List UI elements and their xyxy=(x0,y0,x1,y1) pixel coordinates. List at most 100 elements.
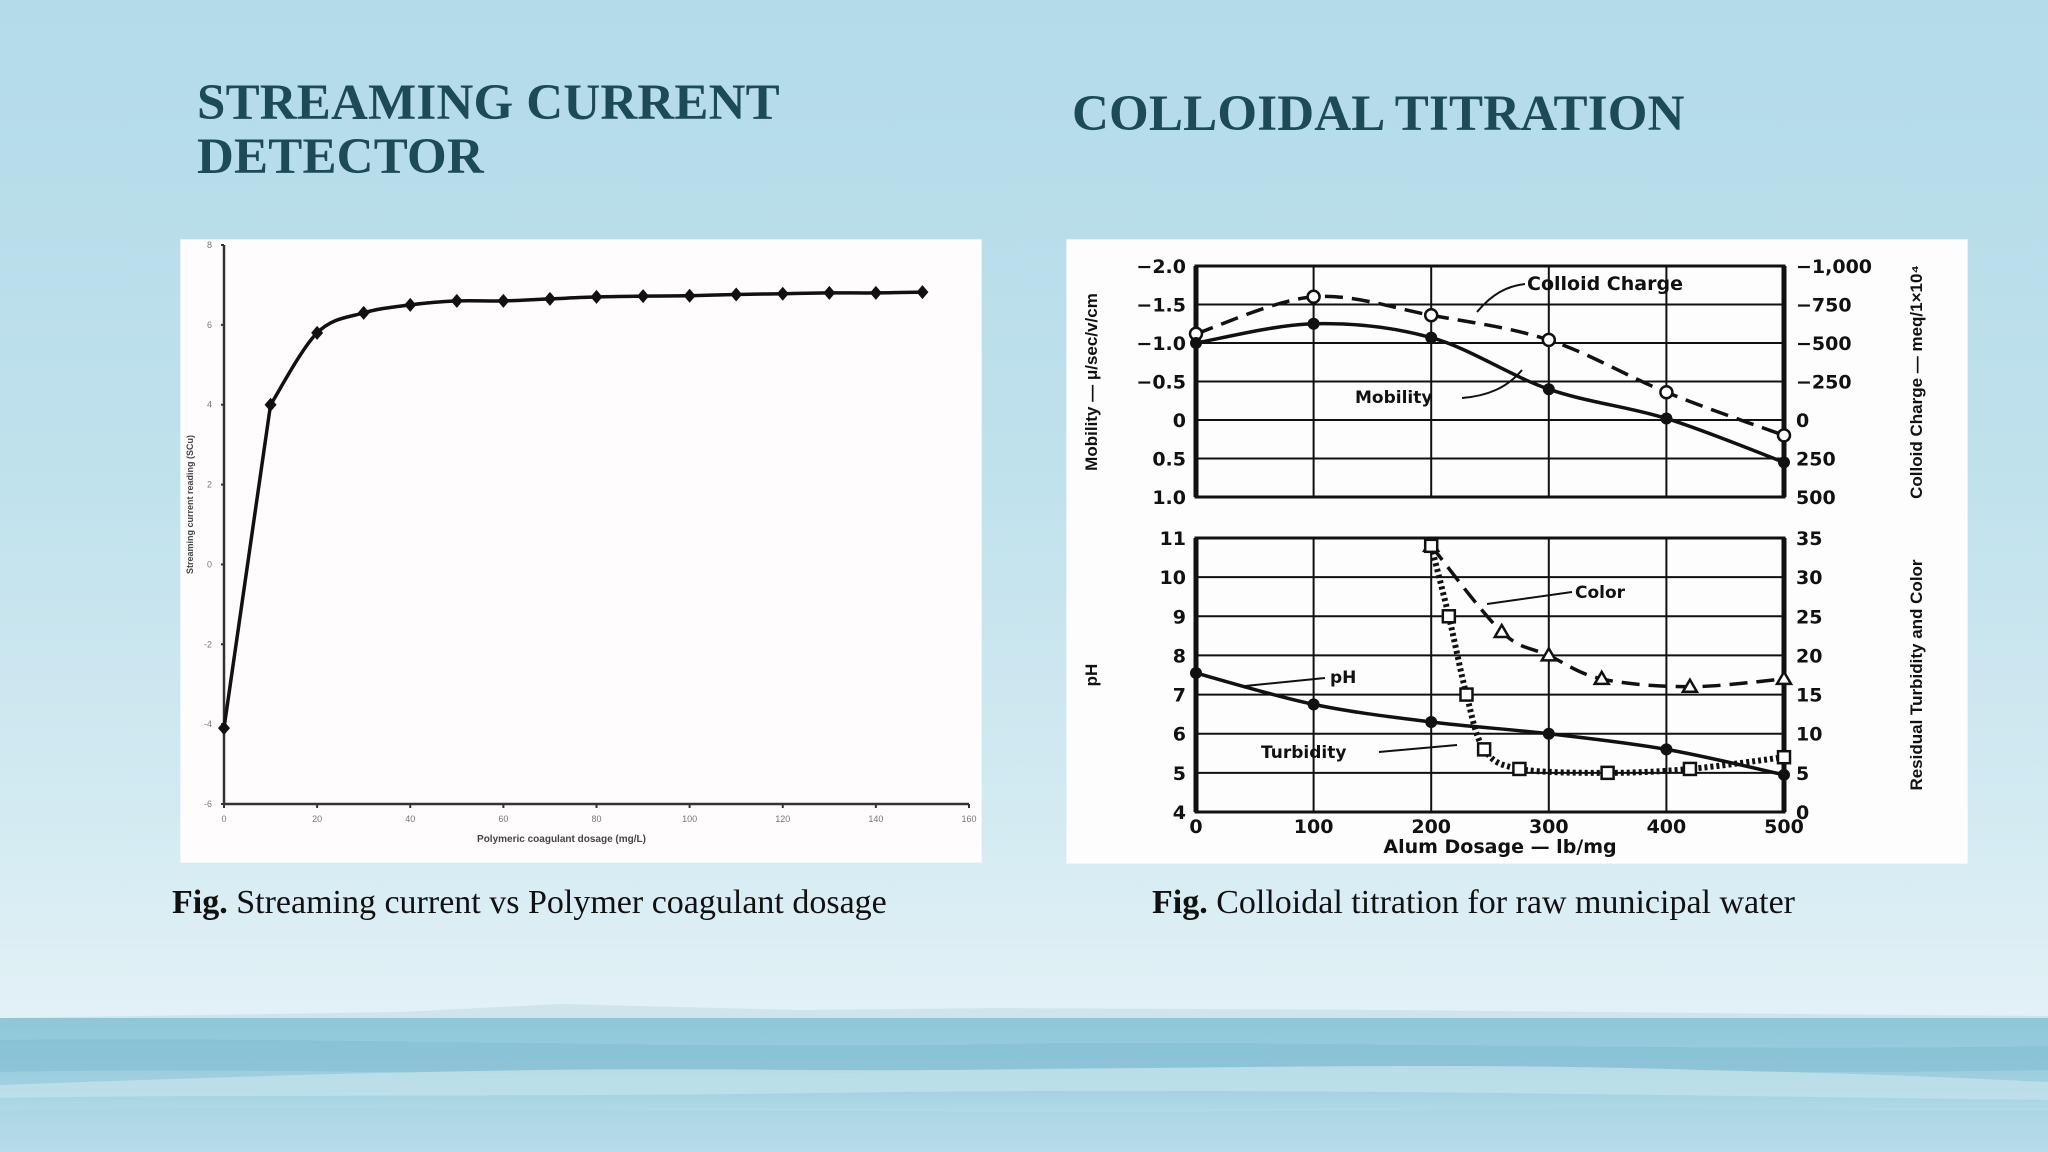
filled-circle-marker xyxy=(1425,331,1438,344)
y-axis-label: Streaming current reading (SCu) xyxy=(185,435,195,574)
diamond-marker xyxy=(543,291,556,306)
y-tick-label: -4 xyxy=(204,719,212,729)
filled-circle-marker xyxy=(1542,727,1555,740)
diamond-marker xyxy=(264,397,277,412)
x-tick-label: 160 xyxy=(961,814,976,824)
x-tick-label: 500 xyxy=(1764,816,1804,838)
x-tick-label: 40 xyxy=(405,814,415,824)
caption-prefix: Fig. xyxy=(1152,884,1208,921)
left-tick-label: 4 xyxy=(1173,802,1186,824)
diamond-marker xyxy=(730,287,743,302)
diamond-marker xyxy=(823,285,836,300)
x-axis-label: Polymeric coagulant dosage (mg/L) xyxy=(477,834,646,845)
y-tick-label: 4 xyxy=(207,400,212,410)
diamond-marker xyxy=(637,289,650,304)
left-tick-label: −0.5 xyxy=(1136,372,1186,394)
left-tick-label: 0 xyxy=(1173,410,1186,432)
water-waves-decoration xyxy=(0,1004,2048,1152)
right-slide-title: COLLOIDAL TITRATION xyxy=(1072,86,1685,142)
left-tick-label: 9 xyxy=(1173,606,1186,628)
x-tick-label: 80 xyxy=(591,814,601,824)
y-tick-label: 8 xyxy=(207,240,212,250)
left-tick-label: 5 xyxy=(1173,763,1186,785)
right-tick-label: 500 xyxy=(1796,487,1836,509)
filled-circle-marker xyxy=(1778,768,1790,781)
x-tick-label: 300 xyxy=(1529,816,1569,838)
open-square-marker xyxy=(1423,538,1439,554)
right-tick-label: 250 xyxy=(1796,449,1836,471)
open-triangle-marker xyxy=(1539,645,1558,662)
left-tick-label: 6 xyxy=(1173,724,1186,746)
colloid-charge-line xyxy=(1195,294,1785,438)
y-tick-label: 6 xyxy=(207,320,212,330)
diamond-marker xyxy=(450,293,463,308)
left-tick-label: 1.0 xyxy=(1152,487,1186,509)
diamond-marker xyxy=(497,293,510,308)
open-circle-marker xyxy=(1776,428,1792,443)
ph-axis-label: pH xyxy=(1082,664,1101,687)
open-square-marker xyxy=(1600,765,1615,781)
open-triangle-marker xyxy=(1492,622,1511,639)
filled-circle-marker xyxy=(1778,456,1790,469)
open-square-marker xyxy=(1512,761,1527,777)
streaming-current-chart: -6 -4 -2 0 2 4 6 8 0 20 40 60 80 100 120 140 160 Polymeri… xyxy=(181,240,981,862)
left-tick-label: 10 xyxy=(1160,567,1186,589)
caption-text: Colloidal titration for raw municipal wa… xyxy=(1207,884,1795,921)
left-tick-label: 7 xyxy=(1173,685,1186,707)
ph-line xyxy=(1195,671,1785,777)
turbidity-annotation: Turbidity xyxy=(1261,743,1346,763)
diamond-marker xyxy=(590,289,603,304)
open-circle-marker xyxy=(1423,308,1439,323)
x-tick-label: 120 xyxy=(775,814,790,824)
x-tick-label: 0 xyxy=(221,814,226,824)
diamond-marker xyxy=(776,286,789,301)
x-tick-label: 100 xyxy=(1294,816,1334,838)
open-square-marker xyxy=(1459,687,1474,702)
y-tick-label: 2 xyxy=(207,480,212,490)
caption-text: Streaming current vs Polymer coagulant d… xyxy=(227,884,887,921)
right-tick-label: 0 xyxy=(1796,802,1809,824)
left-tick-label: 11 xyxy=(1160,528,1186,550)
right-figure-caption: Fig. Colloidal titration for raw municip… xyxy=(1152,884,1795,922)
left-figure-caption: Fig. Streaming current vs Polymer coagul… xyxy=(172,884,887,922)
open-triangle-marker xyxy=(1774,669,1794,686)
diamond-marker xyxy=(683,288,696,303)
right-tick-label: 20 xyxy=(1796,645,1822,667)
right-tick-label: 5 xyxy=(1796,763,1809,785)
open-square-marker xyxy=(1776,749,1792,765)
y-tick-label: 0 xyxy=(207,559,212,569)
diamond-marker xyxy=(311,325,324,340)
left-tick-label: 0.5 xyxy=(1152,449,1186,471)
diamond-marker xyxy=(218,721,230,736)
right-tick-label: 35 xyxy=(1796,528,1822,550)
right-tick-label: 30 xyxy=(1796,567,1822,589)
right-tick-label: 25 xyxy=(1796,606,1822,628)
ph-annotation: pH xyxy=(1330,668,1356,688)
x-tick-label: 20 xyxy=(312,814,322,824)
x-tick-label: 200 xyxy=(1411,816,1451,838)
x-tick-label: 140 xyxy=(868,814,883,824)
open-square-marker xyxy=(1441,609,1457,624)
open-circle-marker xyxy=(1306,289,1321,305)
diamond-marker xyxy=(357,305,370,320)
x-tick-label: 100 xyxy=(682,814,697,824)
right-tick-label: −250 xyxy=(1796,372,1852,394)
filled-circle-marker xyxy=(1190,337,1202,349)
mobility-line xyxy=(1195,321,1785,464)
caption-prefix: Fig. xyxy=(172,884,228,921)
mobility-annotation: Mobility xyxy=(1355,388,1432,408)
colloid-charge-annotation: Colloid Charge xyxy=(1527,273,1683,295)
left-tick-label: −2.0 xyxy=(1136,256,1186,278)
filled-circle-marker xyxy=(1307,317,1320,330)
open-square-marker xyxy=(1476,742,1492,757)
right-tick-label: 10 xyxy=(1796,724,1822,746)
right-tick-label: −750 xyxy=(1796,295,1852,317)
x-axis-label: Alum Dosage — lb/mg xyxy=(1383,836,1616,858)
open-square-marker xyxy=(1682,761,1698,777)
filled-circle-marker xyxy=(1190,667,1202,680)
mobility-axis-label: Mobility — μ/sec/v/cm xyxy=(1082,293,1101,471)
x-tick-label: 400 xyxy=(1647,816,1687,838)
open-circle-marker xyxy=(1659,385,1674,400)
left-tick-label: −1.0 xyxy=(1136,333,1186,355)
filled-circle-marker xyxy=(1542,383,1555,396)
